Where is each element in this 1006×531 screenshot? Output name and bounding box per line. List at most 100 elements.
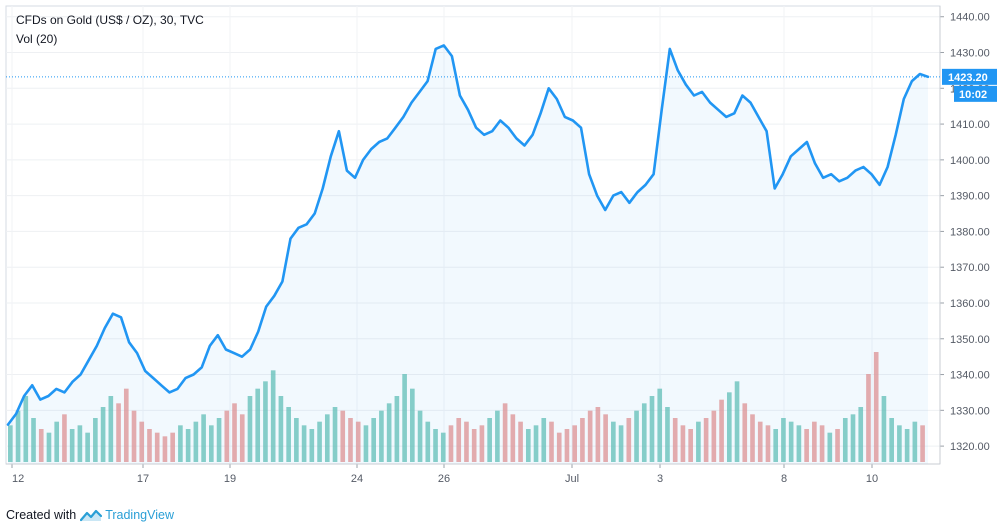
volume-bar — [162, 436, 168, 462]
tradingview-logo-icon — [80, 509, 103, 522]
volume-bar — [812, 421, 817, 462]
x-tick-label: 3 — [657, 473, 663, 485]
volume-bar — [734, 381, 740, 462]
volume-bar — [425, 421, 431, 462]
volume-bar — [23, 396, 29, 462]
volume-bar — [804, 429, 809, 462]
volume-bar — [796, 425, 802, 462]
y-tick-label: 1360.00 — [950, 298, 990, 310]
x-tick-label: Jul — [565, 473, 579, 485]
volume-bar — [587, 410, 593, 462]
volume-bar — [201, 414, 206, 462]
volume-bar — [278, 396, 284, 462]
volume-bar — [255, 388, 261, 462]
x-tick-label: 24 — [351, 473, 363, 485]
volume-bar — [495, 410, 500, 462]
volume-bar — [185, 429, 191, 462]
volume-bar — [773, 429, 779, 462]
volume-bar — [38, 429, 44, 462]
volume-bar — [525, 429, 531, 462]
footer: Created with TradingView — [6, 505, 174, 525]
volume-bar — [680, 425, 686, 462]
volume-bar — [533, 425, 539, 462]
countdown-label: 10:02 — [959, 89, 987, 101]
volume-bar — [448, 425, 454, 462]
tradingview-brand[interactable]: TradingView — [80, 508, 174, 522]
volume-bar — [340, 410, 346, 462]
volume-bar — [564, 429, 570, 462]
volume-bar — [239, 414, 245, 462]
area-layer — [6, 44, 930, 465]
volume-bar — [301, 425, 307, 462]
volume-bar — [108, 396, 114, 462]
volume-bar — [131, 410, 137, 462]
volume-bar — [379, 410, 384, 462]
volume-bar — [897, 425, 902, 462]
volume-bar — [726, 392, 732, 462]
volume-bar — [510, 414, 516, 462]
chart-svg: 1320.00 1330.00 1340.00 1350.00 1360.00 1370.… — [5, 5, 997, 485]
volume-bar — [711, 410, 717, 462]
volume-bar — [904, 429, 910, 462]
volume-bar — [641, 403, 647, 462]
volume-bar — [247, 396, 253, 462]
volume-bar — [518, 421, 523, 462]
volume-bar — [100, 407, 106, 462]
volume-bar — [757, 421, 763, 462]
y-tick-label: 1390.00 — [950, 191, 990, 203]
volume-bar — [672, 418, 678, 462]
volume-bar — [618, 425, 624, 462]
volume-bar — [502, 403, 508, 462]
volume-bar — [209, 425, 214, 462]
volume-bar — [881, 396, 887, 462]
volume-bar — [626, 418, 632, 462]
volume-bar — [440, 432, 446, 462]
volume-bar — [889, 418, 894, 462]
volume-bar — [410, 388, 415, 462]
volume-bar — [371, 418, 376, 462]
volume-bar — [634, 410, 639, 462]
volume-bar — [471, 429, 477, 462]
volume-bar — [348, 418, 353, 462]
volume-bar — [31, 418, 36, 462]
last-price-badge — [942, 68, 997, 85]
volume-bar — [332, 407, 338, 462]
volume-bar — [835, 429, 840, 462]
volume-bar — [750, 414, 755, 462]
x-tick-label: 17 — [137, 473, 149, 485]
y-tick-label: 1430.00 — [950, 48, 990, 60]
volume-bar — [665, 407, 670, 462]
volume-bar — [178, 425, 183, 462]
y-tick-label: 1410.00 — [950, 119, 990, 131]
volume-bar — [456, 418, 462, 462]
axis-layer: 1320.00 1330.00 1340.00 1350.00 1360.00 1370.… — [6, 6, 997, 485]
volume-layer — [8, 352, 925, 462]
volume-bar — [386, 403, 392, 462]
volume-bar — [139, 421, 145, 462]
price-line — [6, 44, 930, 426]
tradingview-brand-label: TradingView — [105, 508, 174, 522]
price-area-fill — [8, 45, 928, 465]
volume-bar — [781, 418, 786, 462]
volume-bar — [286, 407, 291, 462]
y-tick-label: 1320.00 — [950, 441, 990, 453]
volume-bar — [464, 421, 469, 462]
volume-bar — [224, 410, 230, 462]
volume-bar — [77, 425, 83, 462]
x-tick-label: 8 — [781, 473, 787, 485]
volume-bar — [850, 414, 856, 462]
x-tick-label: 12 — [12, 473, 24, 485]
volume-bar — [572, 425, 578, 462]
countdown-badge — [954, 85, 997, 102]
volume-bar — [154, 432, 160, 462]
x-tick-label: 26 — [438, 473, 450, 485]
volume-bar — [394, 396, 400, 462]
grid-layer — [5, 5, 941, 465]
volume-legend: Vol (20) — [16, 32, 58, 46]
volume-bar — [46, 432, 52, 462]
volume-bar — [116, 403, 121, 462]
volume-bar — [688, 429, 693, 462]
volume-bar — [363, 425, 369, 462]
volume-bar — [788, 421, 794, 462]
volume-bar — [355, 421, 361, 462]
